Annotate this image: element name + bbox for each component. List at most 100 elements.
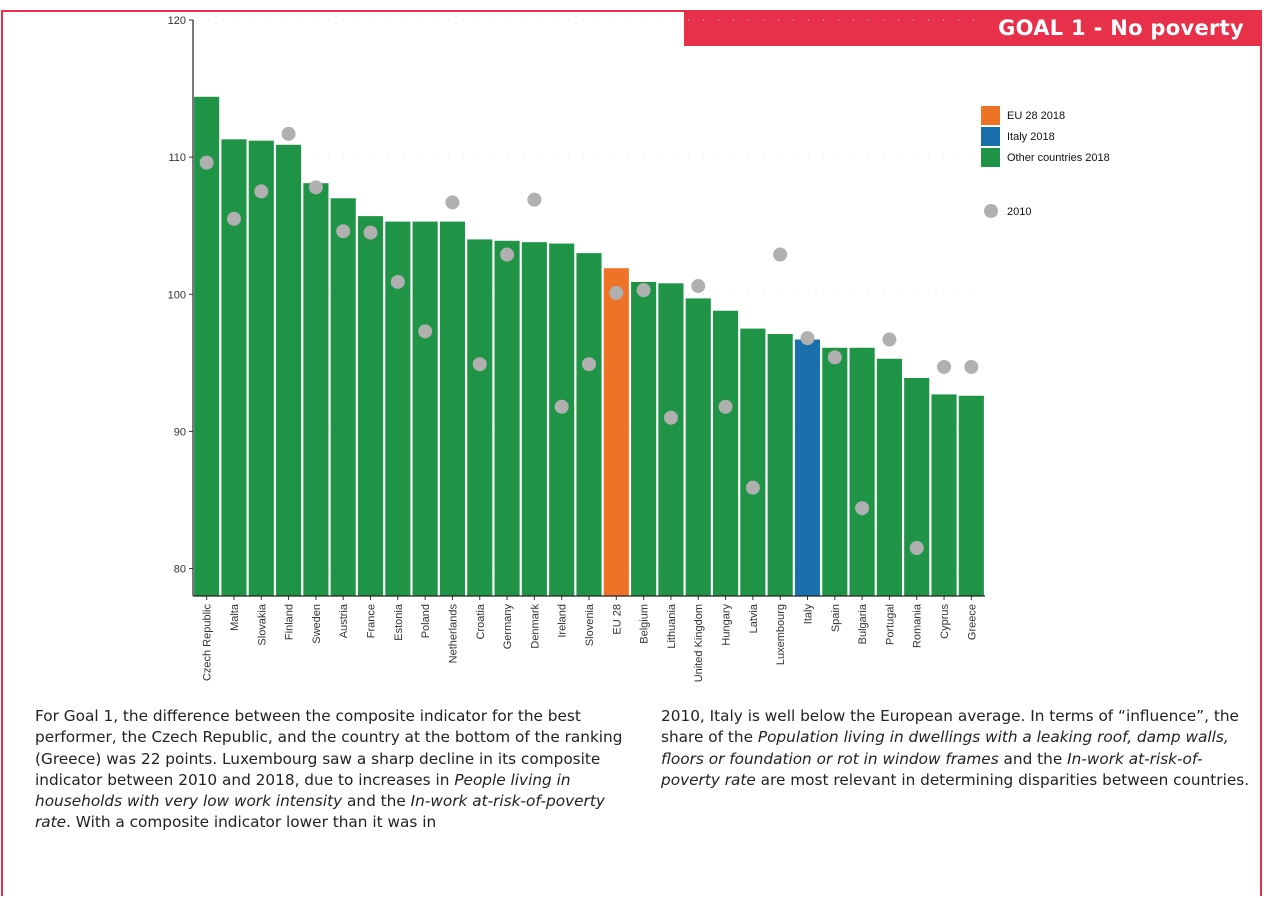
x-tick-label: Germany bbox=[502, 604, 514, 650]
x-tick-label: Denmark bbox=[529, 604, 541, 649]
x-tick-label: Estonia bbox=[393, 603, 405, 641]
bar bbox=[740, 328, 766, 596]
bar bbox=[931, 394, 957, 596]
dot-2010 bbox=[800, 331, 815, 346]
bar bbox=[685, 298, 711, 596]
dot-2010 bbox=[745, 480, 760, 495]
y-tick-label: 80 bbox=[174, 564, 186, 576]
x-tick-label: Lithuania bbox=[666, 603, 678, 649]
x-tick-label: Hungary bbox=[721, 604, 733, 646]
y-tick-label: 120 bbox=[168, 15, 186, 27]
x-tick-label: Luxembourg bbox=[775, 604, 787, 665]
legend-swatch bbox=[981, 148, 1000, 167]
bar bbox=[494, 240, 520, 597]
bar bbox=[303, 183, 329, 596]
dot-2010 bbox=[718, 399, 733, 414]
bar bbox=[904, 377, 930, 596]
dot-2010 bbox=[937, 359, 952, 374]
dot-2010 bbox=[527, 192, 542, 207]
dot-2010 bbox=[199, 155, 214, 170]
dots-2010 bbox=[199, 126, 979, 555]
dot-2010 bbox=[445, 195, 460, 210]
bar bbox=[576, 253, 602, 596]
x-tick-label: France bbox=[366, 604, 378, 638]
legend-label: Italy 2018 bbox=[1007, 131, 1055, 143]
text-column-2: 2010, Italy is well below the European a… bbox=[661, 706, 1251, 791]
bar bbox=[849, 347, 875, 596]
x-tick-label: Slovenia bbox=[584, 603, 596, 646]
dot-2010 bbox=[691, 279, 706, 294]
dot-2010 bbox=[827, 350, 842, 365]
bar bbox=[276, 144, 302, 597]
x-tick-label: Greece bbox=[966, 604, 978, 640]
bar bbox=[631, 281, 657, 596]
bar bbox=[194, 96, 220, 597]
bar bbox=[822, 347, 848, 596]
x-tick-label: Italy bbox=[802, 604, 814, 625]
dot-2010 bbox=[855, 501, 870, 516]
dot-2010 bbox=[226, 211, 241, 226]
x-tick-label: Spain bbox=[830, 604, 842, 632]
x-tick-label: Netherlands bbox=[447, 604, 459, 664]
x-tick-label: Latvia bbox=[748, 603, 760, 633]
bar bbox=[439, 221, 466, 596]
legend-swatch bbox=[981, 106, 1000, 125]
bar bbox=[357, 216, 384, 596]
legend-label: Other countries 2018 bbox=[1007, 152, 1110, 164]
legend-label: 2010 bbox=[1007, 206, 1031, 218]
x-tick-label: Czech Republic bbox=[202, 604, 214, 682]
x-tick-label: Belgium bbox=[639, 604, 651, 644]
y-tick-label: 90 bbox=[174, 426, 186, 438]
legend-label: EU 28 2018 bbox=[1007, 110, 1065, 122]
axes: Czech Republic Malta Slovakia Finland Sweden… bbox=[168, 15, 985, 682]
bar bbox=[412, 221, 438, 596]
bar bbox=[876, 358, 902, 596]
x-tick-label: Croatia bbox=[475, 603, 487, 639]
bar bbox=[767, 334, 793, 596]
dot-2010 bbox=[882, 332, 897, 347]
legend-dot bbox=[984, 204, 998, 218]
dot-2010 bbox=[363, 225, 378, 240]
bar bbox=[221, 139, 247, 597]
x-tick-label: Romania bbox=[912, 603, 924, 648]
dot-2010 bbox=[554, 399, 569, 414]
x-tick-label: United Kingdom bbox=[693, 604, 705, 682]
x-tick-label: Bulgaria bbox=[857, 603, 869, 644]
y-tick-label: 100 bbox=[168, 289, 186, 301]
dot-2010 bbox=[254, 184, 269, 199]
text-run: and the bbox=[342, 792, 411, 811]
text-column-1: For Goal 1, the difference between the c… bbox=[35, 706, 635, 834]
dot-2010 bbox=[964, 359, 979, 374]
dot-2010 bbox=[418, 324, 433, 339]
bar bbox=[467, 239, 493, 596]
bar bbox=[330, 198, 356, 597]
x-tick-label: Finland bbox=[284, 604, 296, 640]
dot-2010 bbox=[582, 357, 596, 372]
bar bbox=[603, 268, 629, 596]
dot-2010 bbox=[472, 357, 487, 372]
x-tick-label: Austria bbox=[338, 603, 350, 638]
dot-2010 bbox=[773, 247, 788, 262]
text-run-italic: People living in households with very lo… bbox=[35, 770, 571, 811]
bar bbox=[958, 395, 984, 596]
text-run-italic: In-work at-risk-of-poverty rate bbox=[35, 792, 605, 832]
dot-2010 bbox=[500, 247, 515, 262]
bars-2018 bbox=[194, 96, 984, 597]
legend-swatch bbox=[981, 127, 1000, 146]
x-tick-label: Ireland bbox=[557, 604, 569, 638]
x-tick-label: EU 28 bbox=[611, 604, 623, 635]
bar-chart: Czech Republic Malta Slovakia Finland Sweden… bbox=[168, 15, 1110, 682]
dot-2010 bbox=[663, 410, 678, 425]
dot-2010 bbox=[336, 224, 351, 239]
x-tick-label: Cyprus bbox=[939, 604, 951, 639]
goal-banner: GOAL 1 - No poverty bbox=[684, 10, 1262, 46]
bar bbox=[248, 140, 274, 596]
dot-2010 bbox=[308, 180, 323, 195]
text-run: and the bbox=[998, 749, 1068, 768]
dot-2010 bbox=[909, 541, 924, 555]
bar bbox=[521, 242, 547, 596]
bar bbox=[549, 243, 575, 597]
page-frame bbox=[1, 10, 1262, 896]
bar bbox=[712, 310, 739, 596]
text-run: For Goal 1, the difference between the c… bbox=[35, 707, 623, 789]
